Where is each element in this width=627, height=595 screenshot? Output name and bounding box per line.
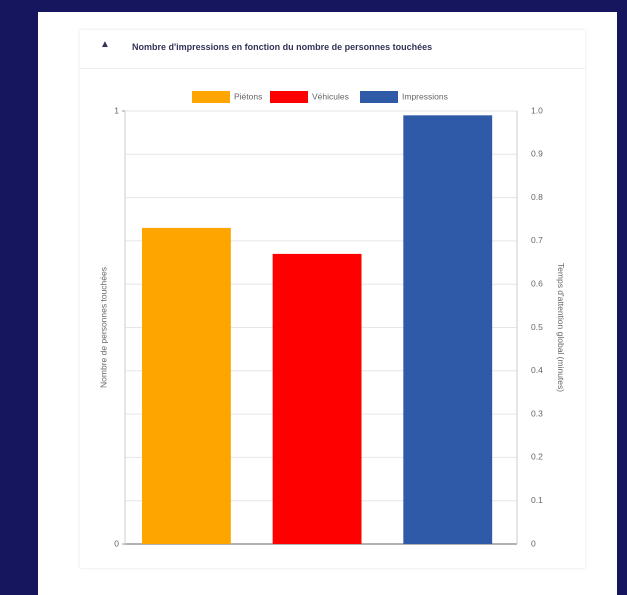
legend-label: Piétons [234, 91, 262, 101]
y2-tick-label: 0.2 [531, 452, 543, 462]
y2-tick-label: 0 [531, 538, 536, 548]
legend-swatch [192, 91, 230, 103]
y2-tick-label: 0.7 [531, 235, 543, 245]
y2-tick-label: 0.5 [531, 322, 543, 332]
bar [272, 253, 362, 544]
chart-title: Nombre d'impressions en fonction du nomb… [132, 42, 433, 52]
y-tick-label: 1 [114, 105, 119, 115]
y-tick-label: 0 [114, 538, 119, 548]
y2-tick-label: 0.1 [531, 495, 543, 505]
y2-axis-label: Temps d'attention global (minutes) [556, 263, 566, 392]
legend-label: Impressions [402, 91, 448, 101]
y2-tick-label: 0.6 [531, 278, 543, 288]
y2-tick-label: 0.9 [531, 149, 543, 159]
bar [403, 115, 493, 544]
legend-label: Véhicules [312, 91, 349, 101]
y2-tick-label: 0.8 [531, 192, 543, 202]
card-header: ▲ Nombre d'impressions en fonction du no… [80, 30, 585, 69]
legend-swatch [360, 91, 398, 103]
y2-tick-label: 0.3 [531, 408, 543, 418]
y2-tick-label: 1.0 [531, 105, 543, 115]
y2-tick-label: 0.4 [531, 365, 543, 375]
collapse-icon[interactable]: ▲ [100, 39, 110, 50]
y-axis-label: Nombre de personnes touchées [98, 267, 108, 388]
bar [141, 227, 231, 544]
legend-swatch [270, 91, 308, 103]
